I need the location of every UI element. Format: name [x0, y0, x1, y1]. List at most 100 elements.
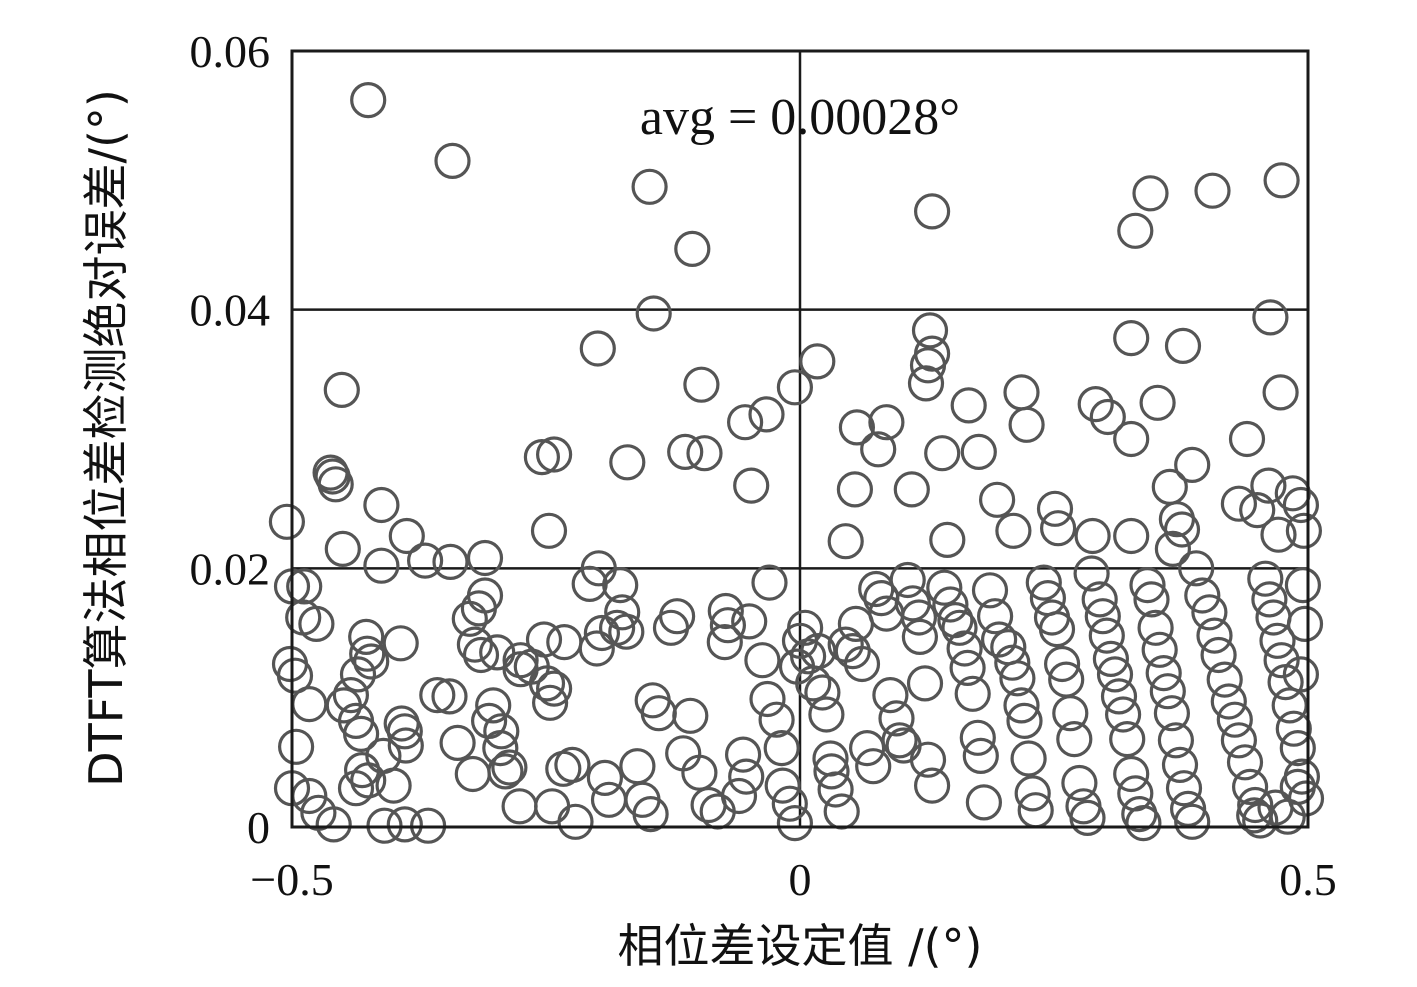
data-point-262: [1165, 770, 1203, 807]
data-point-150: [619, 748, 656, 785]
data-point-27: [407, 542, 444, 579]
data-point-74: [1239, 492, 1276, 529]
data-point-286: [1279, 729, 1316, 767]
data-point-235: [1052, 695, 1089, 732]
data-point-224: [1003, 687, 1040, 724]
data-point-101: [353, 643, 390, 680]
data-point-55: [1228, 420, 1266, 458]
data-point-73: [1220, 485, 1258, 522]
data-point-290: [1284, 566, 1322, 604]
data-point-36: [913, 193, 951, 230]
data-point-265: [1178, 550, 1215, 587]
data-point-219: [976, 598, 1014, 635]
data-point-124: [475, 687, 512, 724]
data-point-207: [913, 767, 951, 804]
data-point-6: [683, 366, 720, 403]
x-tick-label: 0.5: [1279, 854, 1337, 905]
data-point-284: [1271, 687, 1308, 724]
data-point-43: [909, 347, 947, 384]
data-point-253: [1129, 566, 1166, 604]
data-point-2: [631, 168, 668, 205]
data-point-201: [889, 561, 926, 599]
data-point-212: [946, 630, 983, 667]
data-point-282: [1263, 642, 1300, 679]
data-point-186: [817, 771, 854, 808]
data-point-136: [531, 684, 569, 721]
data-point-270: [1206, 661, 1243, 698]
y-axis-label: DTFT算法相位差检测绝对误差/(°): [79, 89, 133, 787]
data-point-20: [317, 466, 354, 503]
data-point-26: [363, 547, 400, 584]
data-point-216: [962, 737, 999, 775]
data-point-229: [1025, 564, 1062, 601]
data-point-272: [1216, 701, 1253, 738]
data-point-44: [907, 365, 945, 402]
data-point-204: [901, 618, 939, 656]
data-point-41: [911, 312, 949, 349]
data-point-185: [813, 753, 850, 790]
y-tick-labels: 0 0.02 0.04 0.06: [190, 26, 271, 853]
data-point-168: [731, 603, 768, 640]
x-tick-label: 0: [789, 854, 812, 905]
data-point-243: [1088, 617, 1125, 654]
data-point-175: [776, 804, 814, 842]
data-point-117: [454, 755, 491, 793]
data-point-85: [298, 605, 335, 643]
data-point-100: [348, 618, 385, 656]
data-point-267: [1191, 594, 1228, 631]
data-point-62: [978, 481, 1016, 518]
data-point-130: [501, 788, 538, 825]
data-point-205: [906, 665, 944, 702]
plot-frame: [290, 49, 1310, 829]
data-point-24: [324, 530, 361, 568]
data-point-260: [1157, 722, 1195, 759]
data-point-199: [881, 722, 918, 759]
data-point-143: [578, 630, 615, 667]
data-point-275: [1231, 768, 1269, 806]
data-point-21: [363, 486, 400, 524]
data-point-12: [523, 439, 561, 476]
data-point-274: [1226, 744, 1264, 781]
data-point-158: [672, 697, 709, 734]
data-point-232: [1038, 610, 1076, 648]
data-point-81: [827, 523, 864, 560]
data-point-9: [323, 371, 360, 408]
data-point-61: [960, 433, 997, 470]
y-tick-label: 0.04: [190, 285, 271, 336]
data-point-93: [315, 806, 352, 843]
data-point-78: [1285, 512, 1323, 549]
data-point-182: [804, 674, 841, 711]
data-point-122: [462, 636, 500, 674]
data-point-87: [276, 657, 314, 694]
data-point-242: [1084, 598, 1121, 635]
data-point-50: [950, 387, 987, 424]
data-point-145: [586, 759, 624, 797]
data-point-39: [1194, 172, 1231, 209]
data-point-166: [724, 736, 762, 773]
data-point-82: [860, 431, 897, 468]
data-point-40: [1263, 162, 1300, 199]
y-tick-label: 0.06: [190, 26, 271, 77]
data-point-48: [1262, 374, 1299, 411]
data-point-248: [1109, 720, 1146, 758]
data-point-165: [720, 777, 758, 815]
data-point-227: [1014, 775, 1051, 812]
data-point-10: [748, 396, 785, 433]
data-point-289: [1286, 605, 1324, 643]
data-point-129: [491, 749, 528, 786]
data-point-159: [681, 754, 718, 791]
data-point-261: [1161, 746, 1199, 784]
data-point-149: [608, 613, 645, 650]
data-point-54: [1113, 420, 1150, 458]
data-point-52: [1089, 398, 1126, 436]
data-point-121: [456, 626, 493, 663]
data-point-246: [1100, 678, 1138, 715]
data-point-69: [1036, 490, 1074, 527]
data-point-294: [1257, 789, 1294, 826]
data-point-17: [733, 467, 770, 504]
data-point-70: [1039, 510, 1077, 547]
data-point-170: [749, 680, 786, 718]
data-point-281: [1259, 622, 1296, 659]
data-point-206: [909, 741, 947, 778]
